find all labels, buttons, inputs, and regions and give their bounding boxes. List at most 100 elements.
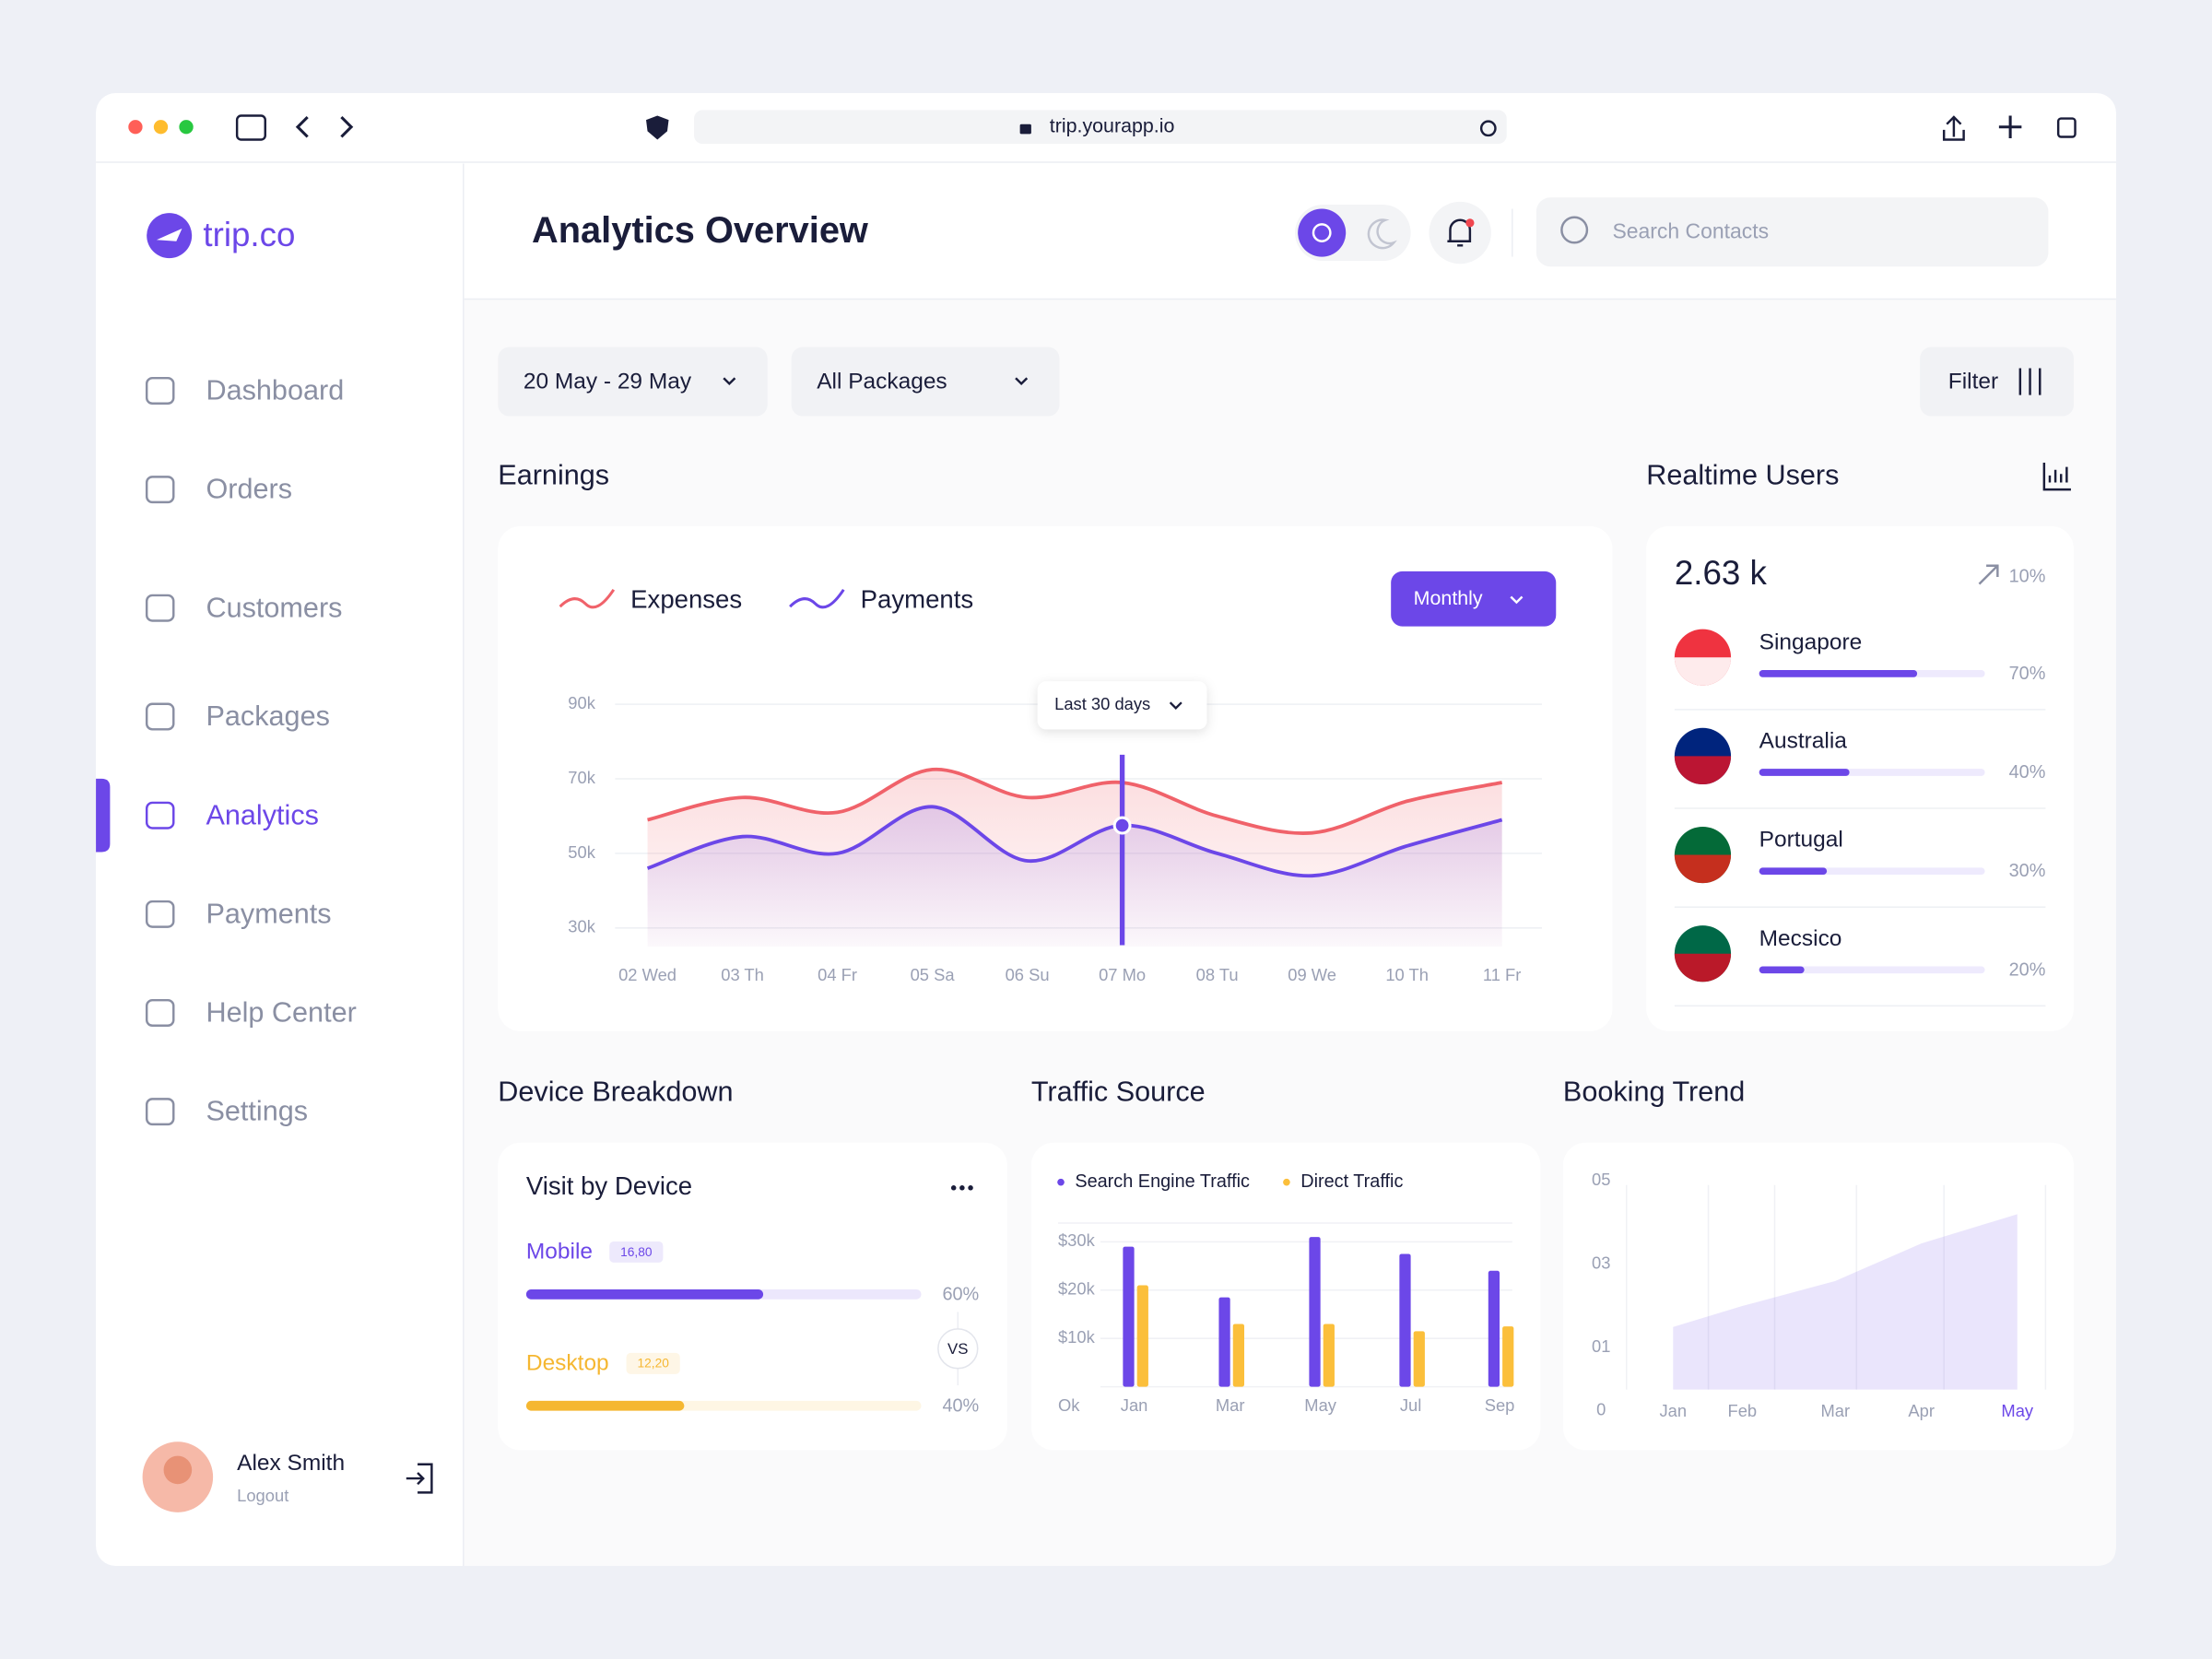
sidebar-toggle[interactable] (235, 114, 266, 141)
y-tick-label: 50k (568, 842, 595, 862)
progress-bar (525, 1400, 685, 1411)
device-name: Mobile (526, 1240, 593, 1265)
shield-icon (646, 115, 669, 140)
x-tick-label: Jan (1660, 1401, 1688, 1420)
period-button[interactable] (1391, 571, 1557, 627)
chevron (1015, 377, 1029, 386)
logout-icon[interactable] (406, 1463, 433, 1494)
versus: VS (947, 1340, 968, 1358)
marker-point (1112, 816, 1132, 835)
x-tick-label: May (1304, 1395, 1337, 1415)
section-title: Traffic Source (1031, 1076, 1206, 1107)
x-tick-label: 03 Th (721, 965, 764, 984)
y-tick-label: 01 (1592, 1336, 1610, 1356)
realtime-total: 2.63 k (1675, 554, 1768, 592)
package-filter[interactable] (791, 347, 1060, 417)
realtime-card (1646, 525, 2074, 1031)
nav-item[interactable]: Dashboard (206, 375, 344, 406)
nav-item[interactable]: Orders (206, 474, 292, 505)
tabs[interactable] (2056, 117, 2077, 138)
flag-part (1674, 657, 1732, 686)
x-tick-label: 09 We (1288, 965, 1336, 984)
url: trip.yourapp.io (1050, 114, 1175, 136)
filter-button[interactable] (1920, 347, 2074, 417)
legend-label: Payments (861, 584, 973, 613)
address-bar[interactable] (694, 110, 1507, 145)
search[interactable] (1535, 197, 2049, 267)
x-tick-label: Jul (1400, 1395, 1421, 1415)
y-tick-label: $30k (1058, 1230, 1096, 1250)
minimize-dot[interactable] (153, 120, 169, 135)
nav-item[interactable]: Help Center (206, 997, 356, 1029)
nav-icon (145, 1098, 175, 1126)
legend-label: Search Engine Traffic (1075, 1171, 1250, 1192)
dot (959, 1185, 965, 1191)
reload[interactable] (1479, 120, 1497, 137)
x-tick-label: 07 Mo (1099, 965, 1146, 984)
avatar-face (163, 1455, 193, 1485)
bar (1232, 1324, 1244, 1387)
logo[interactable]: trip.co (203, 216, 295, 253)
section-title: Realtime Users (1646, 459, 1839, 490)
card-title: Visit by Device (526, 1171, 692, 1200)
x-tick-label: Sep (1485, 1395, 1515, 1415)
nav-item[interactable]: Settings (206, 1096, 308, 1127)
package: All Packages (817, 369, 947, 394)
x-tick-label: Mar (1216, 1395, 1245, 1415)
progress-bar (1759, 867, 1828, 875)
progress-bar (1759, 670, 1918, 677)
nav-arrows[interactable] (295, 115, 354, 138)
x-tick-label: 05 Sa (911, 965, 956, 984)
bar (1502, 1326, 1514, 1387)
more-menu[interactable] (950, 1185, 973, 1191)
y-tick-label: $10k (1058, 1327, 1096, 1347)
zoom-dot[interactable] (179, 120, 194, 135)
country: Portugal (1759, 828, 1843, 853)
nav-item[interactable]: Analytics (206, 799, 318, 830)
area (647, 806, 1502, 947)
nav-item[interactable]: Customers (206, 592, 342, 623)
count: 12,20 (637, 1357, 669, 1371)
logout[interactable]: Logout (237, 1486, 288, 1505)
nav-icon (145, 376, 175, 405)
light-mode[interactable] (1298, 208, 1347, 257)
count-badge (626, 1352, 680, 1374)
bar (1399, 1253, 1411, 1387)
percent: 20% (2009, 959, 2046, 980)
active-indicator (96, 778, 111, 853)
new-tab[interactable] (1998, 115, 2022, 138)
notifications[interactable] (1429, 201, 1491, 265)
percent: 40% (2009, 762, 2046, 782)
section-title: Earnings (498, 459, 609, 490)
chevron (1169, 701, 1182, 710)
progress-bar (1759, 966, 1805, 974)
nav-icon (145, 702, 175, 731)
legend-swatch (789, 588, 845, 609)
x-tick-label: Mar (1821, 1401, 1851, 1420)
bar (1323, 1324, 1335, 1387)
country: Singapore (1759, 629, 1863, 654)
dot (968, 1185, 973, 1191)
chart-icon[interactable] (2042, 463, 2071, 491)
y-tick-label: 0 (1596, 1399, 1606, 1418)
close-dot[interactable] (128, 120, 143, 135)
x-tick-label: 04 Fr (818, 965, 857, 984)
nav-item[interactable]: Payments (206, 898, 331, 929)
notification-dot (1465, 218, 1475, 228)
x-tick-label: Feb (1727, 1401, 1757, 1420)
logo-plane (156, 228, 182, 241)
nav-item[interactable]: Packages (206, 700, 329, 732)
booking-card (1562, 1142, 2074, 1451)
percent: 40% (942, 1395, 979, 1416)
share[interactable] (1942, 115, 1965, 141)
y-tick-label: $20k (1058, 1279, 1096, 1299)
legend-label: Expenses (630, 584, 742, 613)
dark-mode[interactable] (1367, 218, 1397, 250)
y-tick-label: 70k (568, 768, 595, 787)
bar (1123, 1246, 1135, 1387)
section-title: Device Breakdown (498, 1076, 733, 1107)
y-tick-label: 30k (568, 917, 595, 936)
date-filter[interactable] (498, 347, 768, 417)
traffic-card (1030, 1142, 1541, 1451)
